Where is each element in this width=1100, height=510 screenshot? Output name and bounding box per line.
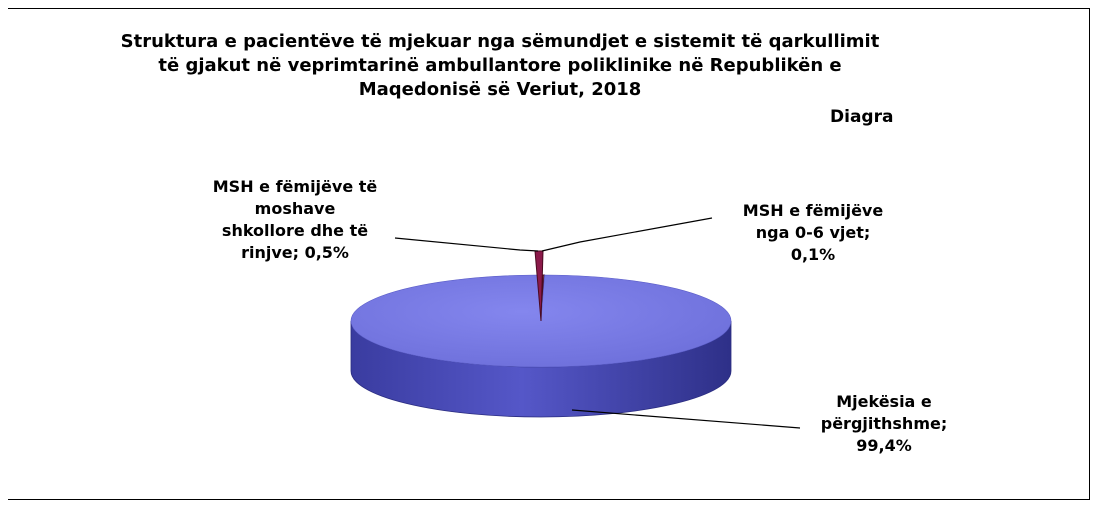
label-msh-0-6-vjet: MSH e fëmijëve nga 0-6 vjet; 0,1%: [743, 201, 884, 264]
chart-frame: [8, 8, 1090, 500]
pie-labels: MSH e fëmijëve të moshave shkollore dhe të…: [213, 177, 947, 455]
label-mjekesia-line: përgjithshme;: [821, 414, 948, 433]
pie-layer: [350, 217, 801, 429]
leader-line-mjekesia: [571, 409, 801, 429]
chart-subtitle: Diagra: [830, 107, 894, 127]
label-msh-shkollore-line: MSH e fëmijëve të: [213, 177, 378, 196]
label-msh-shkollore-line: shkollore dhe të: [222, 221, 368, 240]
label-msh-0-6-vjet-line: nga 0-6 vjet;: [756, 223, 871, 242]
leader-line-msh-0-6-vjet: [541, 217, 713, 252]
label-msh-shkollore-line: rinjve; 0,5%: [241, 243, 349, 262]
label-mjekesia-line: 99,4%: [856, 436, 912, 455]
label-msh-0-6-vjet-line: MSH e fëmijëve: [743, 201, 884, 220]
pie-slice-small-wedge: [534, 250, 544, 322]
label-msh-0-6-vjet-line: 0,1%: [791, 245, 835, 264]
label-mjekesia: Mjekësia e përgjithshme; 99,4%: [821, 392, 948, 455]
label-mjekesia-line: Mjekësia e: [836, 392, 932, 411]
leader-line-msh-shkollore: [394, 237, 539, 252]
label-msh-shkollore: MSH e fëmijëve të moshave shkollore dhe të…: [213, 177, 378, 262]
chart-title: Struktura e pacientëve të mjekuar nga së…: [120, 31, 880, 100]
label-msh-shkollore-line: moshave: [255, 199, 336, 218]
